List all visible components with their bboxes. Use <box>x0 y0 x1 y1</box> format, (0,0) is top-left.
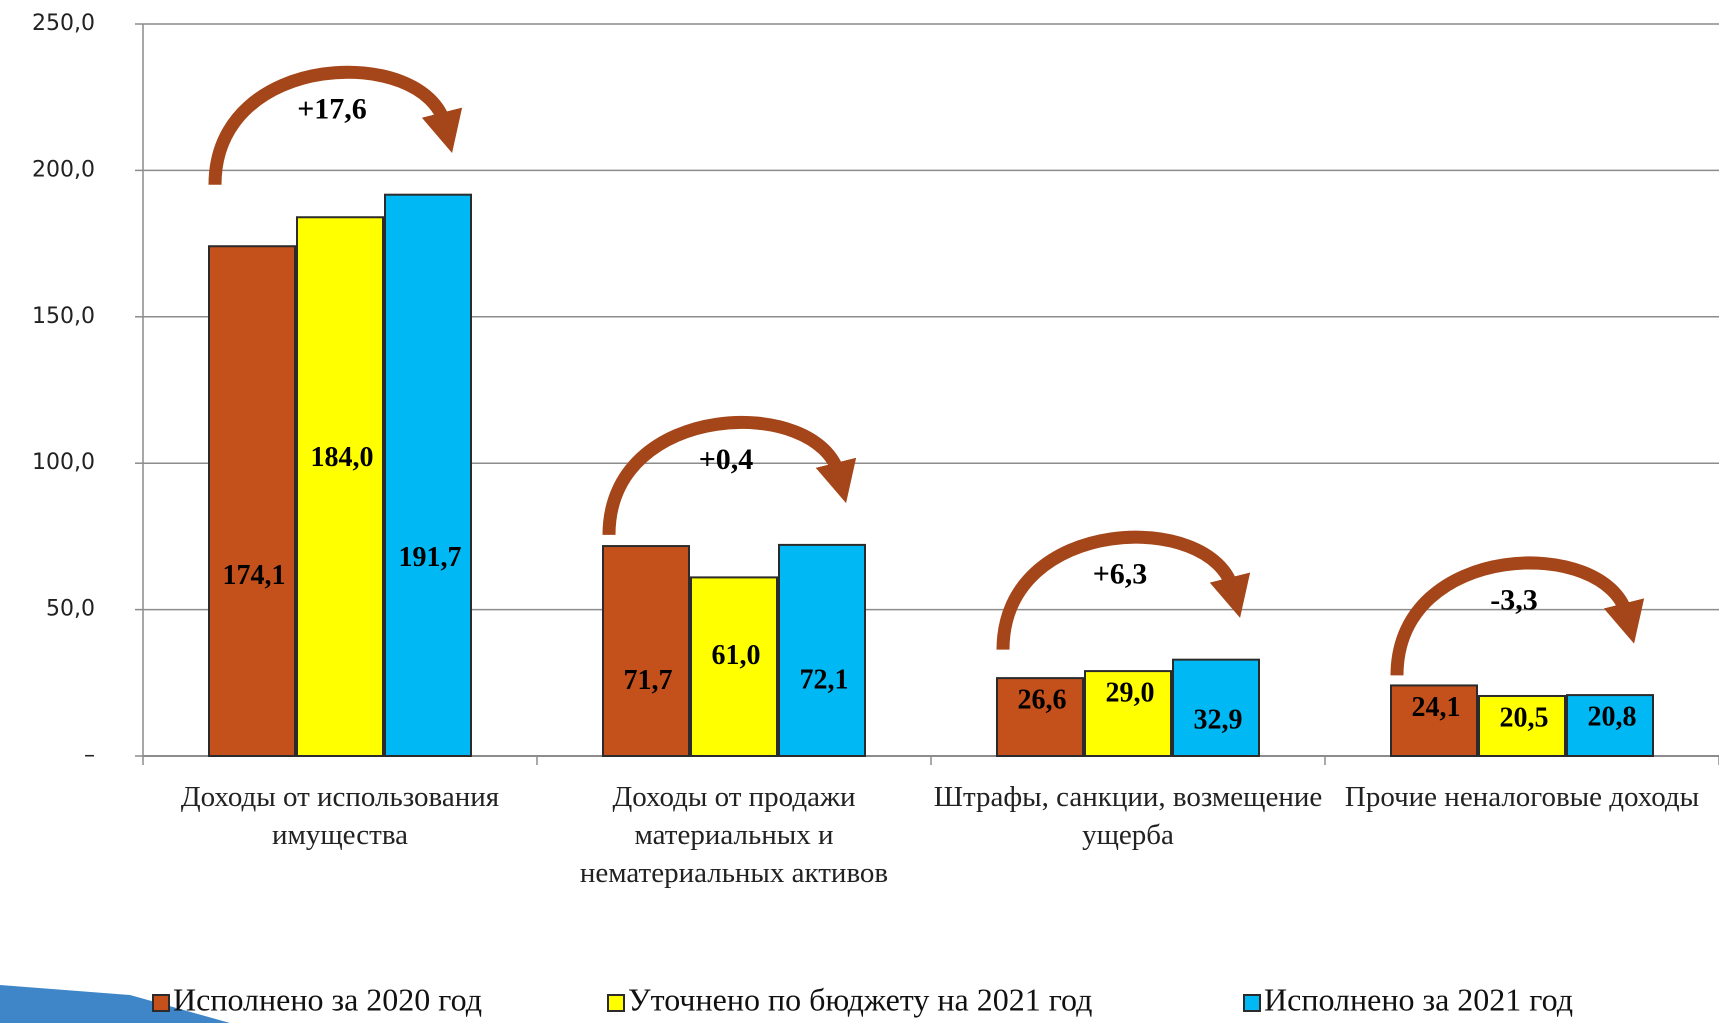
y-tick-label: 250,0 <box>32 11 95 36</box>
y-tick-label: 150,0 <box>32 304 95 329</box>
legend-marker <box>1244 995 1260 1011</box>
annotation: +17,6 <box>297 93 367 126</box>
bar <box>297 217 383 756</box>
x-tick-label: Доходы от продажи материальных и нематер… <box>539 778 929 892</box>
y-tick-label: – <box>84 743 95 768</box>
annotation-arrow <box>1003 537 1233 649</box>
annotation-arrow <box>609 422 839 534</box>
data-label: 184,0 <box>311 442 374 473</box>
legend-label: Исполнено за 2021 год <box>1264 981 1573 1017</box>
data-label: 20,5 <box>1500 702 1549 733</box>
data-label: 71,7 <box>624 665 673 696</box>
x-tick-label: Штрафы, санкции, возмещение ущерба <box>933 778 1323 854</box>
data-label: 20,8 <box>1588 702 1637 733</box>
annotation-arrow <box>1397 563 1627 675</box>
data-label: 26,6 <box>1018 685 1067 716</box>
y-tick-label: 200,0 <box>32 157 95 182</box>
data-label: 29,0 <box>1106 678 1155 709</box>
data-label: 174,1 <box>223 560 286 591</box>
bar <box>779 545 865 756</box>
x-tick-label: Прочие неналоговые доходы <box>1327 778 1717 816</box>
data-label: 24,1 <box>1412 692 1461 723</box>
bar <box>603 546 689 756</box>
legend-marker <box>608 995 624 1011</box>
legend-label: Исполнено за 2020 год <box>173 981 482 1017</box>
page: – 50,0 100,0 150,0 200,0 250,0 174,1 184,0 191,7… <box>0 0 1719 1023</box>
data-label: 191,7 <box>399 542 462 573</box>
annotation-arrow <box>215 72 445 184</box>
annotation: -3,3 <box>1490 583 1538 616</box>
bar <box>385 195 471 756</box>
y-tick-label: 50,0 <box>46 597 95 622</box>
data-label: 61,0 <box>712 640 761 671</box>
annotation: +0,4 <box>699 443 754 476</box>
legend-marker <box>153 995 169 1011</box>
data-label: 32,9 <box>1194 705 1243 736</box>
data-label: 72,1 <box>800 665 849 696</box>
x-tick-label: Доходы от использования имущества <box>145 778 535 854</box>
legend-label: Уточнено по бюджету на 2021 год <box>628 981 1092 1017</box>
annotation: +6,3 <box>1093 558 1148 591</box>
y-tick-label: 100,0 <box>32 450 95 475</box>
bar <box>209 246 295 756</box>
